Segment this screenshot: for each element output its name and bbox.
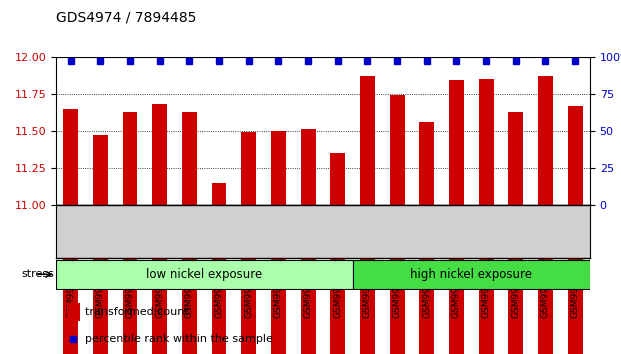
Bar	[182, 112, 197, 354]
Bar	[479, 79, 494, 354]
Bar	[122, 112, 137, 354]
Bar	[242, 132, 256, 354]
Bar	[360, 76, 375, 354]
Text: transformed count: transformed count	[85, 307, 189, 317]
Text: GDS4974 / 7894485: GDS4974 / 7894485	[56, 11, 196, 25]
Bar	[538, 76, 553, 354]
Text: high nickel exposure: high nickel exposure	[410, 268, 532, 281]
Bar	[449, 80, 464, 354]
Bar	[66, 303, 80, 321]
Bar	[568, 106, 582, 354]
Bar	[63, 109, 78, 354]
Text: stress: stress	[22, 269, 55, 279]
Text: low nickel exposure: low nickel exposure	[146, 268, 262, 281]
Bar	[389, 95, 404, 354]
FancyBboxPatch shape	[353, 260, 590, 289]
FancyBboxPatch shape	[56, 260, 353, 289]
Text: percentile rank within the sample: percentile rank within the sample	[85, 334, 273, 344]
Bar	[152, 104, 167, 354]
Bar	[330, 153, 345, 354]
Bar	[271, 131, 286, 354]
Bar	[93, 136, 108, 354]
Bar	[301, 130, 315, 354]
Bar	[419, 122, 434, 354]
Bar	[212, 183, 227, 354]
Bar	[509, 112, 523, 354]
